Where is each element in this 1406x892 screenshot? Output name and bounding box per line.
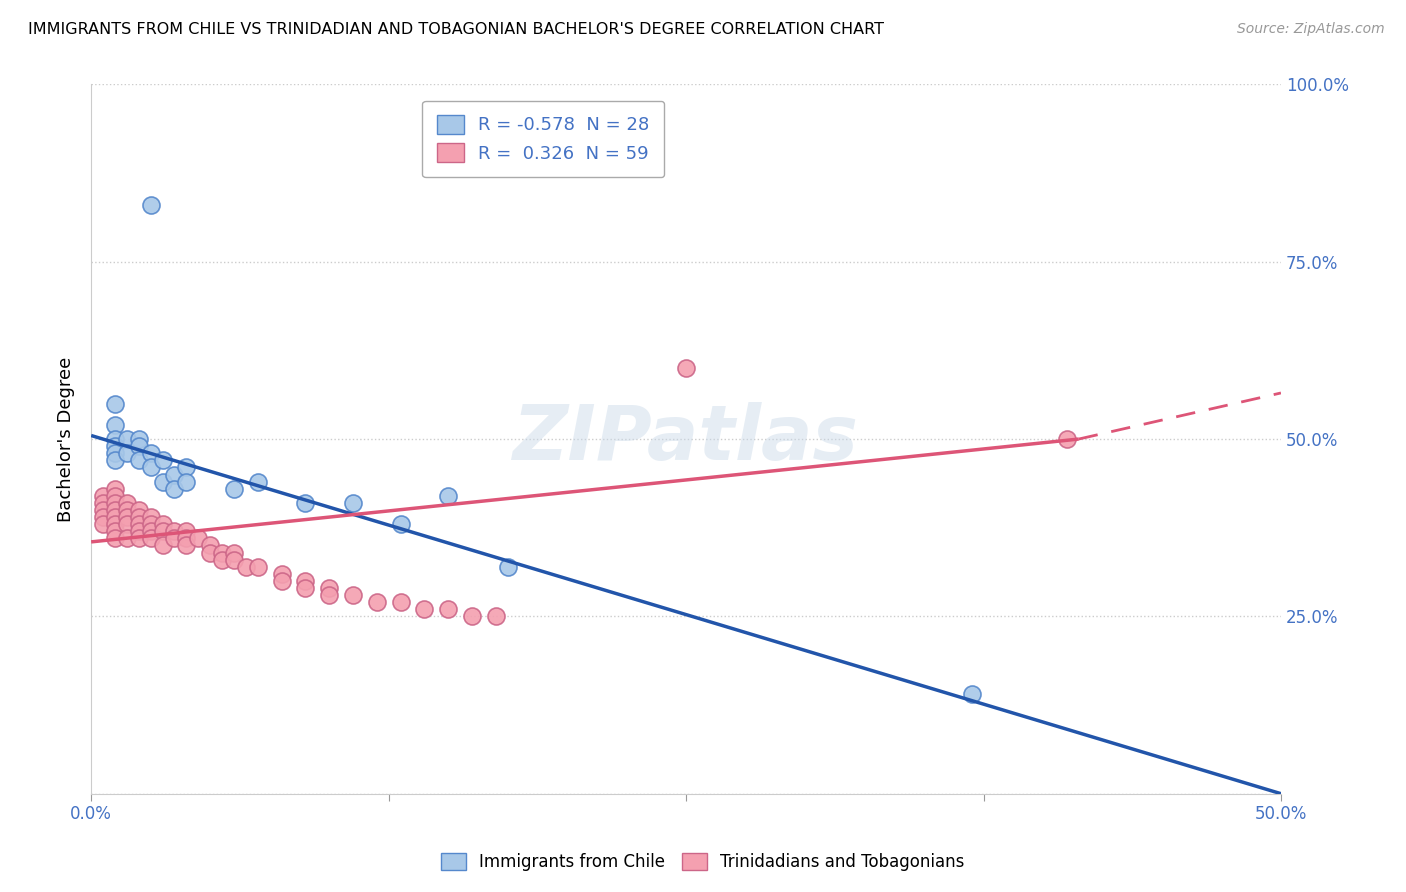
Point — [294, 581, 316, 595]
Point — [128, 503, 150, 517]
Point — [104, 489, 127, 503]
Point — [128, 453, 150, 467]
Point — [91, 517, 114, 532]
Point — [91, 489, 114, 503]
Point — [270, 566, 292, 581]
Point — [104, 439, 127, 453]
Point — [104, 432, 127, 446]
Point — [104, 503, 127, 517]
Point — [318, 581, 340, 595]
Point — [318, 588, 340, 602]
Point — [960, 687, 983, 701]
Point — [389, 517, 412, 532]
Point — [246, 559, 269, 574]
Point — [176, 475, 198, 489]
Point — [104, 496, 127, 510]
Point — [485, 609, 508, 624]
Point — [115, 432, 138, 446]
Point — [152, 453, 174, 467]
Point — [139, 446, 162, 460]
Point — [437, 489, 460, 503]
Point — [91, 510, 114, 524]
Point — [128, 532, 150, 546]
Point — [413, 602, 436, 616]
Point — [104, 453, 127, 467]
Point — [496, 559, 519, 574]
Point — [366, 595, 388, 609]
Point — [198, 538, 221, 552]
Text: ZIPatlas: ZIPatlas — [513, 402, 859, 476]
Point — [139, 198, 162, 212]
Text: Source: ZipAtlas.com: Source: ZipAtlas.com — [1237, 22, 1385, 37]
Point — [437, 602, 460, 616]
Point — [294, 574, 316, 588]
Point — [91, 496, 114, 510]
Point — [115, 517, 138, 532]
Point — [139, 510, 162, 524]
Legend: R = -0.578  N = 28, R =  0.326  N = 59: R = -0.578 N = 28, R = 0.326 N = 59 — [422, 101, 664, 178]
Point — [104, 510, 127, 524]
Point — [128, 432, 150, 446]
Point — [115, 446, 138, 460]
Point — [115, 532, 138, 546]
Point — [128, 517, 150, 532]
Point — [104, 524, 127, 539]
Point — [139, 524, 162, 539]
Point — [176, 524, 198, 539]
Point — [294, 496, 316, 510]
Point — [222, 482, 245, 496]
Point — [246, 475, 269, 489]
Point — [104, 396, 127, 410]
Point — [270, 574, 292, 588]
Point — [222, 552, 245, 566]
Point — [198, 545, 221, 559]
Y-axis label: Bachelor's Degree: Bachelor's Degree — [58, 357, 75, 522]
Point — [163, 482, 186, 496]
Point — [1056, 432, 1078, 446]
Point — [342, 588, 364, 602]
Point — [342, 496, 364, 510]
Point — [163, 467, 186, 482]
Point — [128, 510, 150, 524]
Point — [235, 559, 257, 574]
Point — [104, 517, 127, 532]
Point — [176, 538, 198, 552]
Point — [115, 503, 138, 517]
Point — [152, 475, 174, 489]
Point — [152, 517, 174, 532]
Point — [176, 532, 198, 546]
Point — [91, 503, 114, 517]
Point — [389, 595, 412, 609]
Point — [675, 361, 697, 376]
Point — [163, 524, 186, 539]
Point — [461, 609, 484, 624]
Point — [222, 545, 245, 559]
Legend: Immigrants from Chile, Trinidadians and Tobagonians: Immigrants from Chile, Trinidadians and … — [433, 845, 973, 880]
Point — [115, 510, 138, 524]
Text: IMMIGRANTS FROM CHILE VS TRINIDADIAN AND TOBAGONIAN BACHELOR'S DEGREE CORRELATIO: IMMIGRANTS FROM CHILE VS TRINIDADIAN AND… — [28, 22, 884, 37]
Point — [104, 446, 127, 460]
Point — [139, 517, 162, 532]
Point — [128, 524, 150, 539]
Point — [128, 439, 150, 453]
Point — [139, 532, 162, 546]
Point — [152, 524, 174, 539]
Point — [176, 460, 198, 475]
Point — [152, 538, 174, 552]
Point — [104, 417, 127, 432]
Point — [211, 552, 233, 566]
Point — [163, 532, 186, 546]
Point — [104, 532, 127, 546]
Point — [104, 482, 127, 496]
Point — [187, 532, 209, 546]
Point — [139, 460, 162, 475]
Point — [115, 496, 138, 510]
Point — [211, 545, 233, 559]
